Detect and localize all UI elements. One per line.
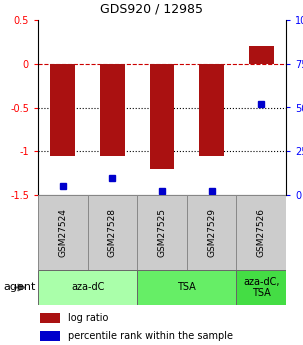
Text: GSM27526: GSM27526 <box>257 208 266 257</box>
Bar <box>100 64 125 156</box>
Bar <box>50 64 75 156</box>
Text: GSM27528: GSM27528 <box>108 208 117 257</box>
Bar <box>187 195 236 270</box>
Bar <box>88 195 137 270</box>
Bar <box>38 195 88 270</box>
Bar <box>137 270 236 305</box>
Bar <box>236 270 286 305</box>
Bar <box>41 313 60 323</box>
Bar <box>38 270 137 305</box>
Bar <box>150 64 175 169</box>
Text: GDS920 / 12985: GDS920 / 12985 <box>100 2 203 15</box>
Text: GSM27524: GSM27524 <box>58 208 67 257</box>
Text: aza-dC: aza-dC <box>71 283 104 293</box>
Bar <box>236 195 286 270</box>
Bar <box>41 331 60 341</box>
Text: log ratio: log ratio <box>68 313 108 323</box>
Text: aza-dC,
TSA: aza-dC, TSA <box>243 277 279 298</box>
Text: GSM27525: GSM27525 <box>158 208 167 257</box>
Bar <box>137 195 187 270</box>
Text: GSM27529: GSM27529 <box>207 208 216 257</box>
Bar <box>249 46 274 64</box>
Text: percentile rank within the sample: percentile rank within the sample <box>68 331 233 341</box>
Text: TSA: TSA <box>178 283 196 293</box>
Bar <box>199 64 224 156</box>
Text: agent: agent <box>3 283 35 293</box>
